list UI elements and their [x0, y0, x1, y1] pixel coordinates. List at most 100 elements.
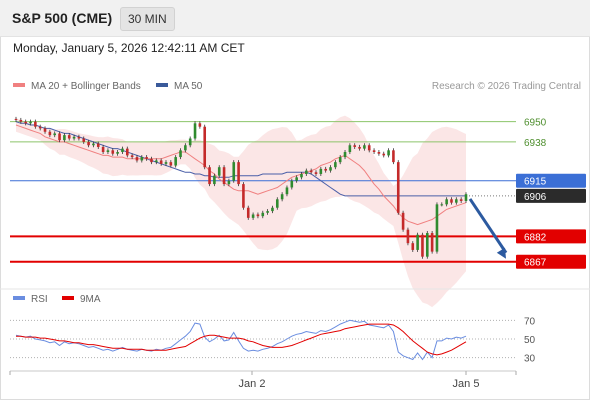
- legend-ma20-label: MA 20 + Bollinger Bands: [31, 81, 141, 92]
- candle-body: [334, 162, 337, 168]
- timestamp: Monday, January 5, 2026 12:42:11 AM CET: [13, 41, 245, 55]
- candle-body: [406, 229, 410, 244]
- candle: [251, 212, 255, 220]
- candle-body: [372, 150, 376, 153]
- candle-body: [290, 180, 294, 188]
- candle: [169, 160, 173, 168]
- candle: [188, 136, 192, 148]
- candle-body: [396, 162, 400, 213]
- candle: [430, 231, 434, 254]
- level-text: 6938: [524, 138, 547, 149]
- candle-body: [227, 180, 231, 185]
- candle-body: [324, 168, 327, 171]
- candle-body: [275, 199, 279, 208]
- level-label-6906: 6906: [516, 188, 586, 203]
- candle: [222, 165, 226, 187]
- candle: [193, 121, 197, 141]
- candle-body: [285, 187, 289, 195]
- candle-body: [242, 184, 245, 208]
- bollinger-band: [16, 115, 466, 308]
- ma20-line: [15, 124, 467, 226]
- candle-body: [309, 170, 313, 173]
- candle: [406, 227, 410, 246]
- level-tag: [516, 229, 586, 244]
- level-label-6882: 6882: [516, 229, 586, 244]
- level-label-6915: 6915: [516, 173, 586, 188]
- candle: [19, 117, 23, 124]
- candle: [237, 160, 240, 187]
- candle: [256, 212, 260, 219]
- candle: [377, 149, 381, 156]
- candle: [96, 141, 100, 149]
- candle: [155, 158, 158, 165]
- timeframe-button[interactable]: 30 MIN: [120, 7, 175, 31]
- candle-body: [305, 170, 308, 174]
- level-text: 6906: [524, 192, 547, 203]
- candle: [130, 153, 134, 160]
- candle: [77, 134, 81, 141]
- candle: [290, 178, 294, 190]
- candle-body: [343, 152, 347, 158]
- rsi-ma-swatch: [62, 296, 74, 301]
- rsi-tick-label: 30: [524, 354, 536, 365]
- candle-body: [377, 152, 381, 154]
- candle-body: [111, 150, 115, 154]
- candle-body: [435, 204, 439, 252]
- candle: [140, 155, 144, 163]
- candle-body: [34, 121, 37, 127]
- candle-body: [29, 121, 32, 124]
- level-text: 6915: [524, 177, 547, 188]
- candle: [198, 121, 202, 129]
- candle-body: [48, 131, 52, 136]
- level-text: 6867: [524, 258, 547, 269]
- legend-rsi-label: RSI: [31, 294, 48, 305]
- candle-body: [63, 135, 66, 141]
- level-tag: [516, 188, 586, 203]
- symbol-title: S&P 500 (CME): [12, 10, 113, 26]
- level-label-6950: 6950: [524, 118, 547, 129]
- ma50-line: [15, 121, 466, 197]
- candle-body: [300, 173, 303, 178]
- candle-body: [329, 167, 332, 171]
- candle: [53, 131, 57, 138]
- candle-body: [440, 204, 444, 206]
- candle: [314, 170, 318, 176]
- legend-rsi: RSI: [13, 294, 48, 305]
- candle: [48, 129, 52, 138]
- candle-body: [125, 148, 129, 156]
- candle: [242, 182, 245, 210]
- candle: [411, 241, 415, 252]
- candle: [416, 232, 419, 252]
- legend-ma50-label: MA 50: [174, 81, 203, 92]
- candle-body: [445, 199, 448, 205]
- rsi-swatch: [13, 296, 25, 301]
- rsi-tick-label: 70: [524, 316, 536, 327]
- candle: [159, 158, 163, 166]
- legend-rsi-ma-label: 9MA: [80, 294, 101, 305]
- candle-body: [164, 162, 168, 164]
- candle: [213, 173, 216, 187]
- candle: [184, 143, 187, 153]
- candle: [116, 149, 119, 156]
- candle: [106, 148, 110, 155]
- chart-header: S&P 500 (CME) 30 MIN: [0, 0, 590, 37]
- candle-body: [92, 143, 95, 146]
- candle-body: [459, 199, 463, 201]
- candle: [387, 148, 390, 158]
- level-tag: [516, 254, 586, 269]
- candle: [363, 143, 366, 151]
- candle-body: [455, 199, 458, 203]
- candle: [445, 197, 448, 207]
- candle-body: [421, 234, 424, 257]
- candle: [396, 160, 400, 215]
- candle: [92, 141, 95, 148]
- candle: [319, 166, 323, 176]
- candle: [343, 149, 347, 160]
- candle-body: [188, 138, 192, 146]
- candle-body: [392, 150, 395, 163]
- candle-body: [198, 123, 202, 127]
- candle: [280, 192, 284, 202]
- candle: [353, 143, 357, 149]
- candle: [43, 126, 47, 134]
- candle: [275, 197, 279, 210]
